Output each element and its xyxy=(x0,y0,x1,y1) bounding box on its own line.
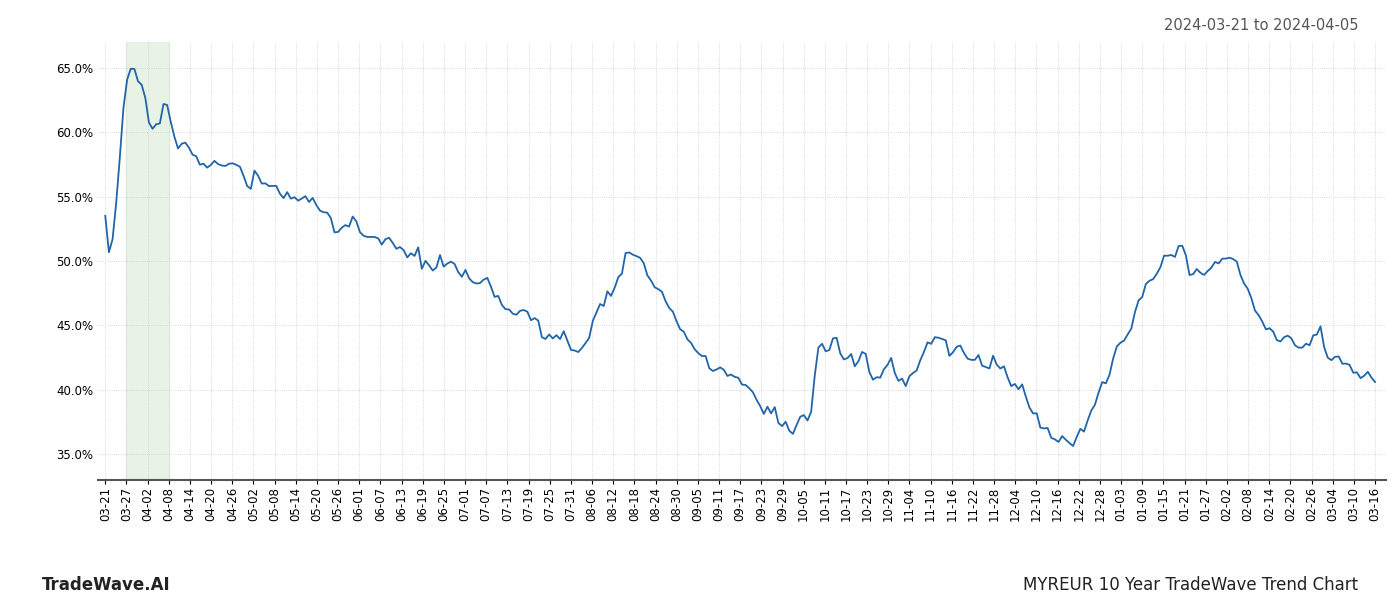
Text: MYREUR 10 Year TradeWave Trend Chart: MYREUR 10 Year TradeWave Trend Chart xyxy=(1023,576,1358,594)
Text: TradeWave.AI: TradeWave.AI xyxy=(42,576,171,594)
Text: 2024-03-21 to 2024-04-05: 2024-03-21 to 2024-04-05 xyxy=(1163,18,1358,33)
Bar xyxy=(126,42,169,480)
